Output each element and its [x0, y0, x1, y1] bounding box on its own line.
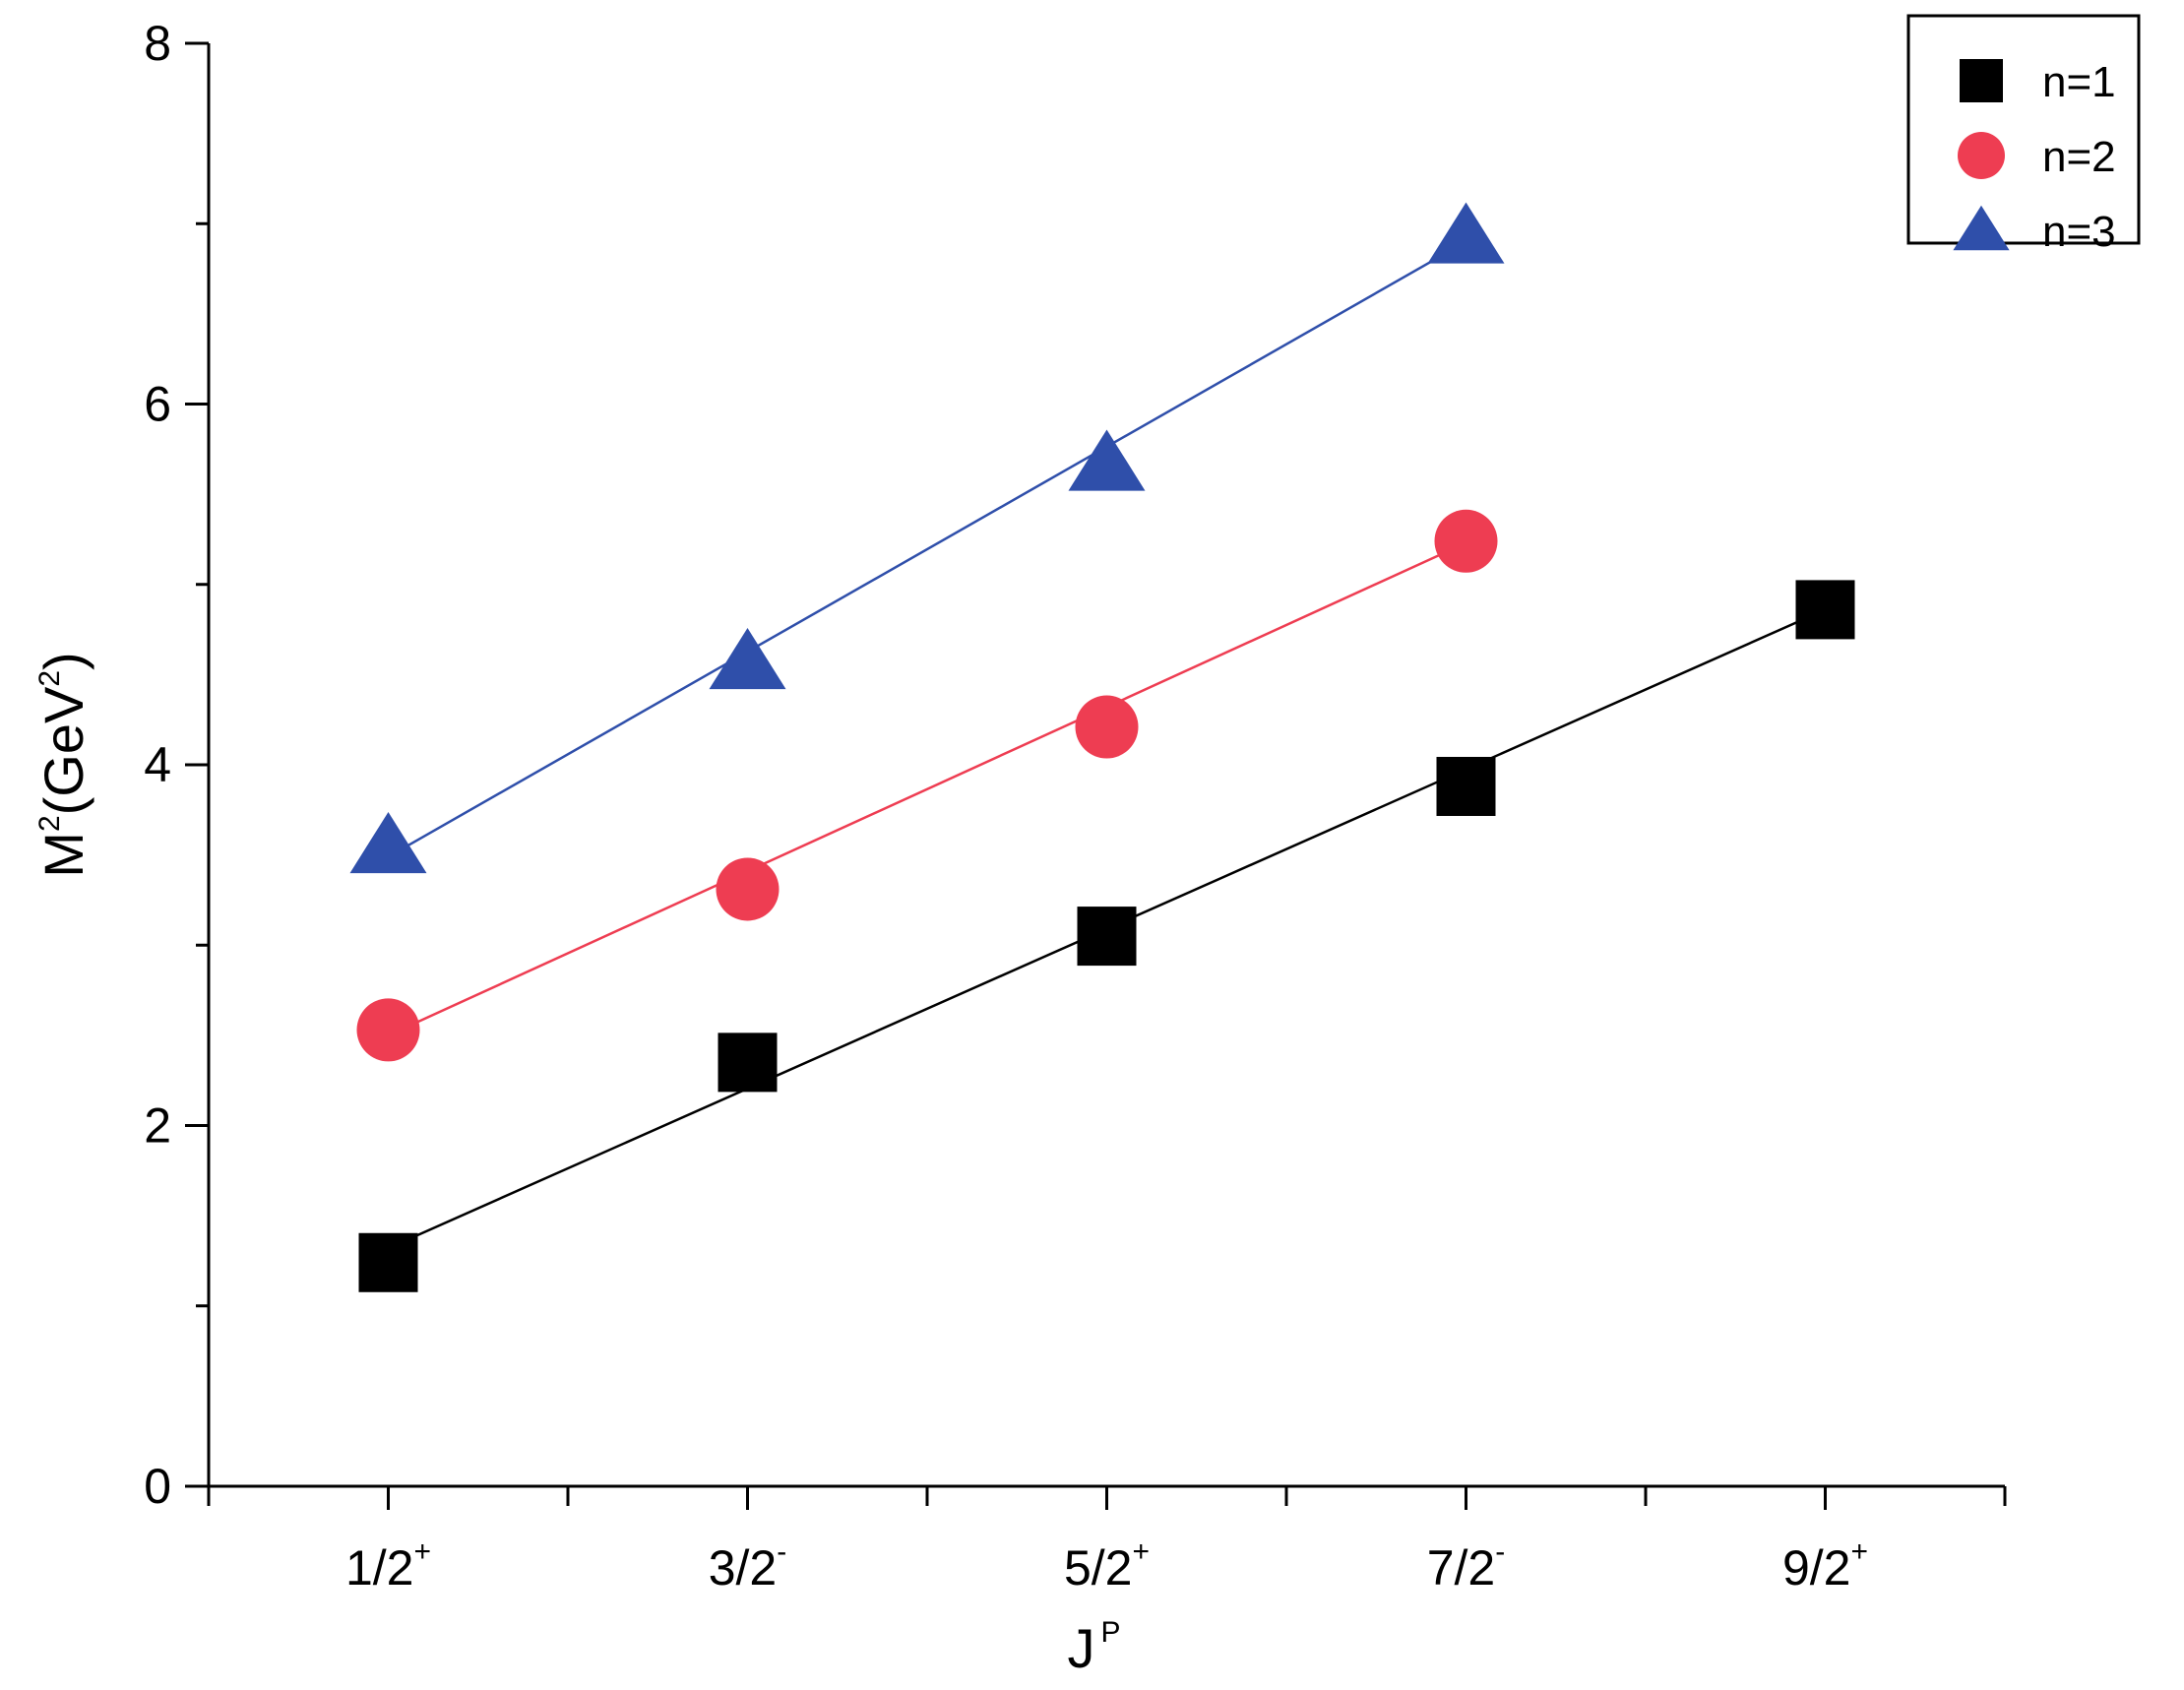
x-tick-label-base: 5/2 — [1064, 1540, 1133, 1596]
data-point-series-1 — [1795, 580, 1855, 640]
y-axis-title-part: M — [32, 832, 94, 878]
data-point-series-3 — [1427, 202, 1505, 264]
x-tick-label: 1/2+ — [345, 1535, 431, 1596]
x-tick-label-sup: - — [1495, 1535, 1505, 1568]
legend-box — [1906, 14, 2141, 245]
data-point-series-2 — [716, 857, 780, 921]
y-axis-title-part: ) — [32, 652, 94, 670]
legend-label-3: n=3 — [2042, 208, 2116, 256]
y-tick-label: 2 — [144, 1098, 171, 1154]
legend: n=1 n=2 n=3 — [1906, 14, 2141, 256]
axes — [185, 41, 2007, 1510]
x-axis-title-base: J — [1067, 1617, 1094, 1679]
legend-marker-3 — [1953, 205, 2010, 251]
x-tick-label: 5/2+ — [1064, 1535, 1150, 1596]
legend-marker-1 — [1960, 59, 2003, 102]
y-axis-title-part: (GeV — [32, 686, 94, 815]
data-point-series-2 — [1075, 695, 1139, 759]
x-tick-label-sup: + — [1132, 1535, 1150, 1568]
data-point-series-1 — [358, 1232, 418, 1292]
x-tick-label-sup: + — [413, 1535, 431, 1568]
x-tick-label: 7/2- — [1427, 1535, 1506, 1596]
data-point-series-1 — [1077, 907, 1137, 967]
y-tick-label: 0 — [144, 1459, 171, 1514]
data-point-series-1 — [718, 1033, 778, 1093]
x-tick-label-base: 9/2 — [1782, 1540, 1851, 1596]
x-tick-label-base: 1/2 — [345, 1540, 414, 1596]
x-tick-label-sup: + — [1850, 1535, 1868, 1568]
y-tick-label: 6 — [144, 377, 171, 432]
fit-line-series-2 — [387, 541, 1467, 1037]
fit-line-series-3 — [387, 240, 1467, 858]
x-tick-label-sup: - — [777, 1535, 786, 1568]
data-point-series-2 — [356, 998, 420, 1062]
x-tick-label-base: 7/2 — [1427, 1540, 1496, 1596]
data-point-series-3 — [709, 628, 786, 690]
y-tick-label: 8 — [144, 16, 171, 71]
data-point-series-1 — [1436, 756, 1496, 816]
data-point-series-3 — [1068, 429, 1146, 491]
y-axis-title-sup: 2 — [33, 670, 66, 687]
data-point-series-2 — [1434, 509, 1498, 573]
legend-marker-2 — [1958, 132, 2005, 179]
y-tick-label: 4 — [144, 737, 171, 792]
x-tick-label-base: 3/2 — [709, 1540, 778, 1596]
x-tick-label: 3/2- — [709, 1535, 787, 1596]
x-tick-label: 9/2+ — [1782, 1535, 1868, 1596]
legend-label-1: n=1 — [2042, 58, 2116, 106]
y-axis-title-sup: 2 — [33, 815, 66, 832]
data-point-series-3 — [349, 811, 427, 874]
data-points — [349, 202, 1855, 1292]
x-axis-title-sup: P — [1100, 1616, 1120, 1649]
y-axis-title: M2(GeV2) — [32, 652, 94, 877]
legend-label-2: n=2 — [2042, 133, 2116, 181]
